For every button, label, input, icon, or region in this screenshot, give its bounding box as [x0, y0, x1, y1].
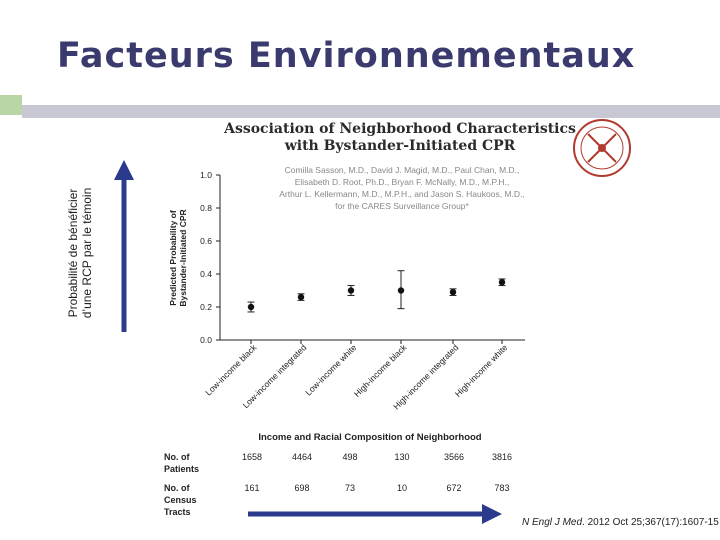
y-axis-label-line1: Predicted Probability of — [168, 210, 178, 306]
table-cell-tracts: 161 — [244, 483, 259, 493]
table-cell-tracts: 783 — [494, 483, 509, 493]
chart-title-line2: with Bystander-Initiated CPR — [284, 138, 516, 154]
source-journal: N Engl J Med — [522, 517, 583, 528]
x-axis-label: Income and Racial Composition of Neighbo… — [258, 432, 481, 443]
table-row2-label-line3: Tracts — [164, 507, 191, 517]
y-tick-label: 0.4 — [200, 269, 212, 279]
authors-line2: Elisabeth D. Root, Ph.D., Bryan F. McNal… — [295, 177, 510, 187]
table-row1-label-line2: Patients — [164, 464, 199, 474]
slide-title: Facteurs Environnementaux — [57, 36, 636, 76]
y-tick-label: 0.0 — [200, 335, 212, 345]
accent-bar-green — [0, 95, 22, 115]
data-point — [347, 287, 355, 294]
y-tick-label: 0.8 — [200, 203, 212, 213]
chart-title: Association of Neighborhood Characterist… — [223, 121, 576, 137]
table-cell-patients: 498 — [342, 452, 357, 462]
authors-line4: for the CARES Surveillance Group* — [335, 201, 469, 211]
journal-seal-icon — [573, 119, 631, 177]
table-cell-tracts: 672 — [446, 483, 461, 493]
accent-bar-gray — [22, 105, 720, 118]
table-cell-patients: 4464 — [292, 452, 312, 462]
table-cell-tracts: 10 — [397, 483, 407, 493]
y-tick-label: 1.0 — [200, 170, 212, 180]
data-point — [397, 287, 405, 294]
x-tick-label: Low-income white — [303, 342, 358, 397]
x-tick-label: Low-income black — [203, 342, 259, 398]
table-row1-label-line1: No. of — [164, 452, 190, 462]
table-row2-label-line2: Census — [164, 495, 197, 505]
data-point — [498, 279, 506, 286]
table-cell-tracts: 73 — [345, 483, 355, 493]
table-cell-tracts: 698 — [294, 483, 309, 493]
source-citation: N Engl J Med. 2012 Oct 25;367(17):1607-1… — [522, 517, 719, 528]
source-details: . 2012 Oct 25;367(17):1607-15 — [582, 517, 719, 528]
authors-line3: Arthur L. Kellermann, M.D., M.P.H., and … — [279, 189, 525, 199]
table-cell-patients: 3816 — [492, 452, 512, 462]
data-point — [297, 293, 305, 301]
x-tick-label: High-income white — [453, 342, 510, 399]
table-cell-patients: 1658 — [242, 452, 262, 462]
table-row2-label-line1: No. of — [164, 483, 190, 493]
table-cell-patients: 130 — [394, 452, 409, 462]
authors-line1: Comilla Sasson, M.D., David J. Magid, M.… — [285, 165, 520, 175]
y-tick-label: 0.6 — [200, 236, 212, 246]
data-point — [449, 288, 457, 296]
y-tick-label: 0.2 — [200, 302, 212, 312]
x-tick-label: High-income black — [352, 342, 409, 399]
y-axis-label-line2: Bystander-Initiated CPR — [178, 209, 188, 306]
table-cell-patients: 3566 — [444, 452, 464, 462]
data-point — [247, 303, 255, 311]
